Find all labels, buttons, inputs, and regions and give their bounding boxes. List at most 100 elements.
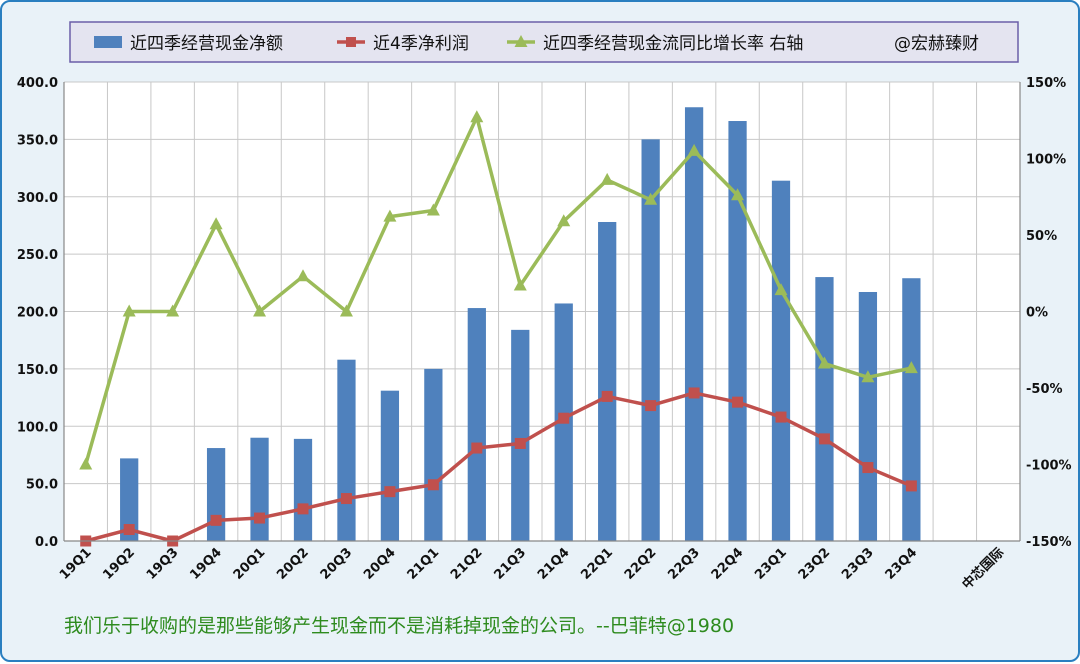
series-point [601, 390, 613, 402]
series-point [296, 269, 310, 282]
series-point [339, 304, 353, 317]
legend-label: 近4季净利润 [373, 34, 469, 54]
legend-swatch [94, 36, 122, 48]
series-point [210, 514, 222, 526]
footer-quote: 我们乐于收购的是那些能够产生现金而不是消耗掉现金的公司。--巴菲特@1980 [64, 615, 734, 637]
y-tick-label: 400.0 [17, 76, 58, 91]
x-tick-label: 20Q2 [274, 545, 312, 583]
series-point [558, 412, 570, 424]
series-point [645, 400, 657, 412]
y-tick-label: 50.0 [26, 478, 58, 493]
bar [815, 277, 834, 541]
legend: 近四季经营现金净额 近4季净利润 近四季经营现金流同比增长率 右轴 @宏赫臻财 [94, 34, 979, 54]
bar [206, 448, 226, 541]
x-tick-label: 22Q3 [665, 545, 703, 583]
x-tick-label: 22Q2 [622, 545, 660, 583]
x-tick-label: 21Q3 [491, 545, 529, 583]
bar [424, 368, 443, 541]
series-point [514, 437, 526, 449]
series-point [905, 480, 917, 492]
bar [771, 180, 791, 541]
x-extra-label: 中芯国际 [959, 545, 1007, 593]
x-tick-label: 19Q1 [57, 545, 95, 583]
series-point [775, 411, 787, 423]
y2-tick-label: 150% [1026, 76, 1066, 91]
legend-label: 近四季经营现金净额 [130, 34, 283, 54]
series-point [471, 442, 483, 454]
series-point [384, 486, 396, 498]
x-tick-label: 19Q4 [187, 545, 225, 583]
y-tick-label: 150.0 [17, 363, 58, 378]
x-tick-label: 21Q4 [535, 545, 573, 583]
series-point [166, 304, 180, 317]
x-tick-label: 23Q4 [883, 545, 921, 583]
bar [380, 390, 400, 541]
x-tick-label: 21Q1 [405, 545, 443, 583]
series-point [427, 479, 439, 491]
x-tick-label: 23Q2 [796, 545, 834, 583]
series-point [862, 462, 874, 474]
series-point [123, 524, 135, 536]
y2-tick-label: -100% [1026, 459, 1072, 474]
series-point [470, 110, 484, 123]
series-point [687, 143, 701, 156]
line-series [79, 110, 918, 547]
bar [858, 291, 878, 541]
y2-tick-label: -150% [1026, 535, 1072, 550]
axes [63, 82, 1021, 542]
y-axis-labels: 400.0 350.0 300.0 250.0 200.0 150.0 100.0 50.0 0… [17, 76, 58, 550]
bar [511, 329, 530, 541]
legend-watermark: @宏赫臻财 [894, 34, 979, 54]
legend-box [69, 21, 1019, 63]
y2-tick-label: 0% [1026, 306, 1048, 321]
series-point [557, 214, 571, 227]
series-line [85, 391, 913, 543]
y-tick-label: 0.0 [35, 535, 58, 550]
series-point [774, 283, 788, 296]
series-point [253, 304, 267, 317]
y-tick-label: 200.0 [17, 306, 58, 321]
series-point [732, 396, 744, 408]
y-tick-label: 350.0 [17, 133, 58, 148]
bar [684, 107, 704, 542]
bar [337, 359, 356, 541]
series-point [688, 387, 700, 399]
y-tick-label: 300.0 [17, 191, 58, 206]
series-point [904, 361, 918, 374]
bar [728, 121, 747, 541]
bar [250, 437, 269, 541]
series-point [297, 503, 309, 515]
x-tick-label: 23Q3 [839, 545, 877, 583]
x-tick-label: 23Q1 [752, 545, 790, 583]
x-tick-label: 20Q1 [231, 545, 269, 583]
series-point [79, 457, 93, 470]
series-point [818, 433, 830, 445]
legend-label: 近四季经营现金流同比增长率 右轴 [543, 34, 803, 54]
y2-tick-label: 100% [1026, 153, 1066, 168]
series-point [513, 278, 527, 291]
series-point [122, 304, 136, 317]
y-tick-label: 250.0 [17, 248, 58, 263]
x-tick-label: 22Q4 [709, 545, 747, 583]
x-tick-label: 21Q2 [448, 545, 486, 583]
bar [293, 438, 313, 541]
legend-swatch [346, 37, 356, 47]
bar [598, 221, 617, 541]
x-axis-labels: 19Q1 19Q2 19Q3 19Q4 20Q1 20Q2 20Q3 20Q4 21Q1 21Q2… [57, 545, 1007, 593]
bar [467, 308, 486, 541]
x-tick-label: 19Q2 [100, 545, 138, 583]
series-point [644, 192, 658, 205]
bar [641, 139, 660, 541]
series-line [84, 115, 912, 465]
series-point [254, 512, 266, 524]
y-tick-label: 100.0 [17, 420, 58, 435]
x-tick-label: 22Q1 [578, 545, 616, 583]
bar-series [120, 107, 921, 542]
x-tick-label: 20Q4 [361, 545, 399, 583]
bar [120, 458, 139, 541]
series-point [731, 188, 745, 201]
series-point [817, 356, 831, 369]
series-point [600, 172, 614, 185]
